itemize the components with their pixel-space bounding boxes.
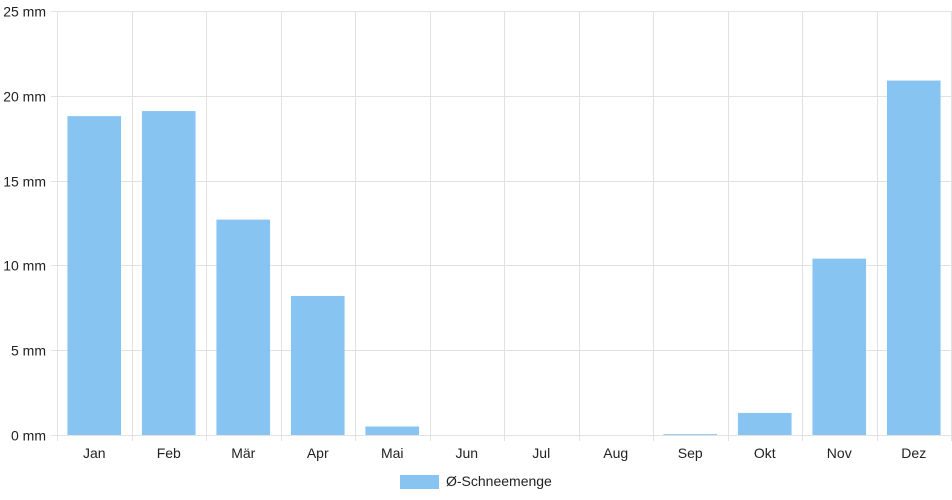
y-tick-label: 10 mm [3,258,46,274]
legend[interactable]: Ø-Schneemenge [400,473,552,489]
bar-sep[interactable] [663,434,718,435]
x-tick-label: Jul [532,445,550,461]
x-tick-label: Dez [901,445,926,461]
x-axis-ticks: Jan Feb Mär Apr Mai Jun Jul Aug Sep Okt Nov Dez [83,445,926,461]
x-tick-label: Nov [827,445,852,461]
bar-mär[interactable] [216,219,271,435]
y-tick-label: 15 mm [3,174,46,190]
x-tick-label: Feb [157,445,181,461]
bar-okt[interactable] [737,412,792,435]
y-tick-label: 25 mm [3,4,46,20]
bar-nov[interactable] [812,258,867,435]
y-tick-label: 0 mm [11,428,46,444]
x-tick-label: Mai [381,445,404,461]
legend-label: Ø-Schneemenge [446,473,552,489]
x-tick-label: Apr [307,445,329,461]
y-tick-label: 5 mm [11,343,46,359]
legend-swatch [400,475,439,489]
bar-jan[interactable] [67,116,122,436]
x-tick-label: Sep [678,445,703,461]
bar-feb[interactable] [141,111,196,435]
x-tick-label: Aug [603,445,628,461]
x-tick-label: Okt [754,445,776,461]
bar-dez[interactable] [886,80,941,435]
x-tick-label: Jun [455,445,478,461]
x-tick-label: Jan [83,445,106,461]
bar-mai[interactable] [365,426,420,435]
y-tick-label: 20 mm [3,89,46,105]
bars [67,80,941,436]
x-tick-label: Mär [231,445,255,461]
grid-lines [51,11,952,441]
y-axis-ticks: 0 mm 5 mm 10 mm 15 mm 20 mm 25 mm [3,4,46,444]
bar-apr[interactable] [290,295,345,435]
